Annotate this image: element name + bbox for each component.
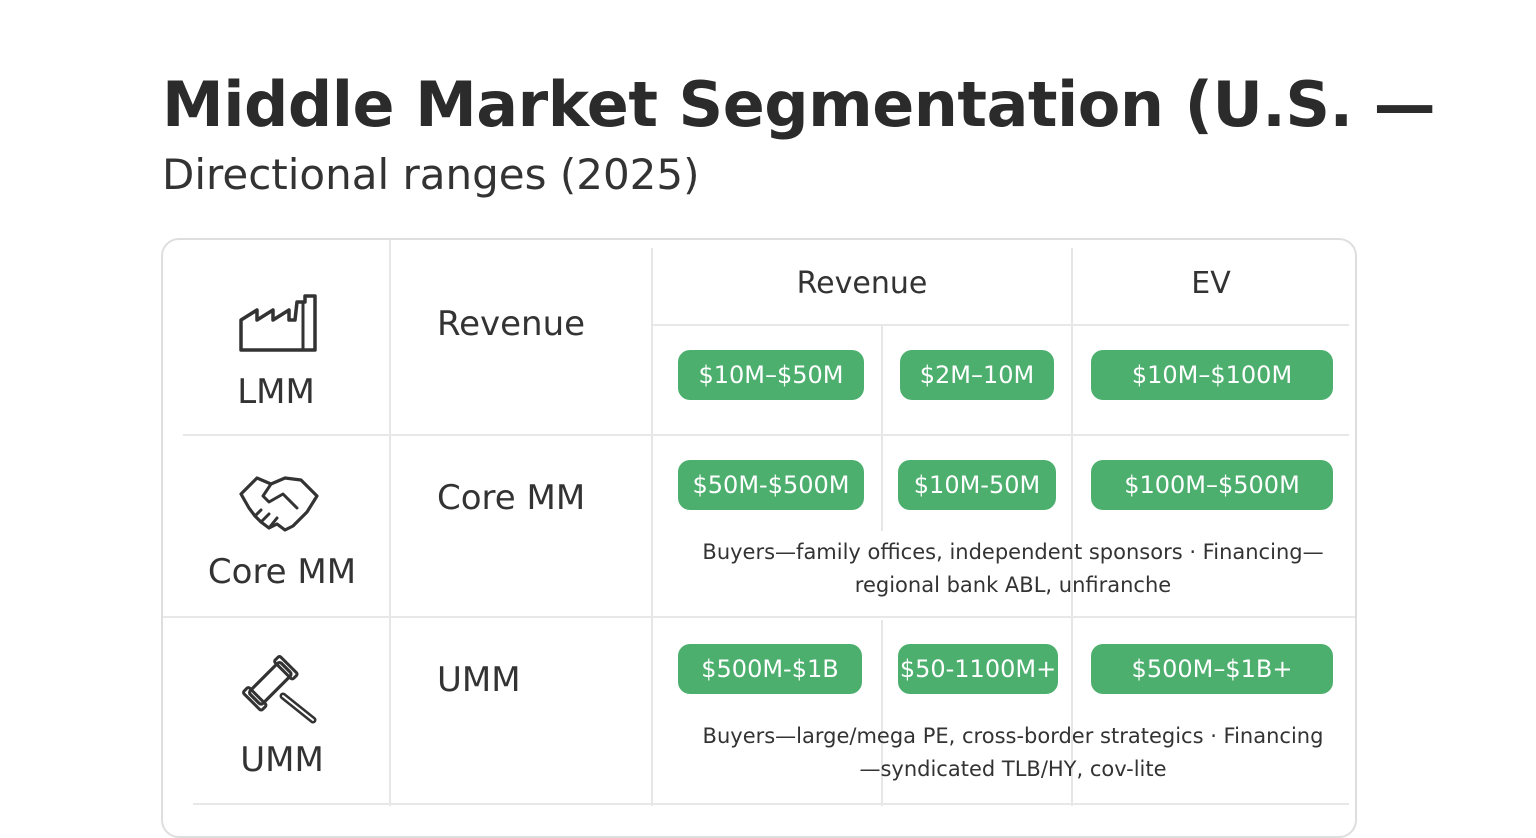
revenue-range-pill: $50M-$500M (678, 460, 864, 510)
row-label: Core MM (437, 478, 586, 518)
factory-icon (239, 294, 317, 352)
column-header-ev: EV (1191, 266, 1231, 301)
divider (881, 326, 883, 531)
revenue-range-pill: $2M–10M (900, 350, 1054, 400)
page-title: Middle Market Segmentation (U.S. — (162, 68, 1436, 141)
revenue-range-pill: $50-1100M+ (898, 644, 1058, 694)
divider (881, 620, 883, 806)
segment-label-core-mm: Core MM (207, 552, 357, 592)
segment-label-lmm: LMM (237, 372, 315, 412)
ev-range-pill: $100M–$500M (1091, 460, 1333, 510)
page-subtitle: Directional ranges (2025) (162, 150, 700, 199)
divider (183, 434, 1349, 436)
divider (163, 616, 1355, 618)
handshake-icon (239, 476, 319, 532)
revenue-range-pill: $500M-$1B (678, 644, 862, 694)
segment-note: Buyers—family offices, independent spons… (702, 540, 1324, 597)
row-label: Revenue (437, 304, 586, 344)
segmentation-table: Revenue EV LMM Revenue $10M–$50M $2M–10M… (161, 238, 1357, 838)
segment-label-umm: UMM (240, 740, 324, 780)
revenue-range-pill: $10M–$50M (678, 350, 864, 400)
column-header-revenue: Revenue (796, 266, 928, 301)
divider (1071, 248, 1073, 806)
row-label: UMM (437, 660, 521, 700)
gavel-icon (242, 655, 317, 724)
divider (389, 240, 391, 806)
revenue-range-pill: $10M-50M (898, 460, 1056, 510)
segment-note: Buyers—large/mega PE, cross-border strat… (702, 724, 1324, 781)
divider (651, 248, 653, 806)
divider (193, 803, 1349, 805)
divider (653, 324, 1349, 326)
ev-range-pill: $500M–$1B+ (1091, 644, 1333, 694)
ev-range-pill: $10M–$100M (1091, 350, 1333, 400)
